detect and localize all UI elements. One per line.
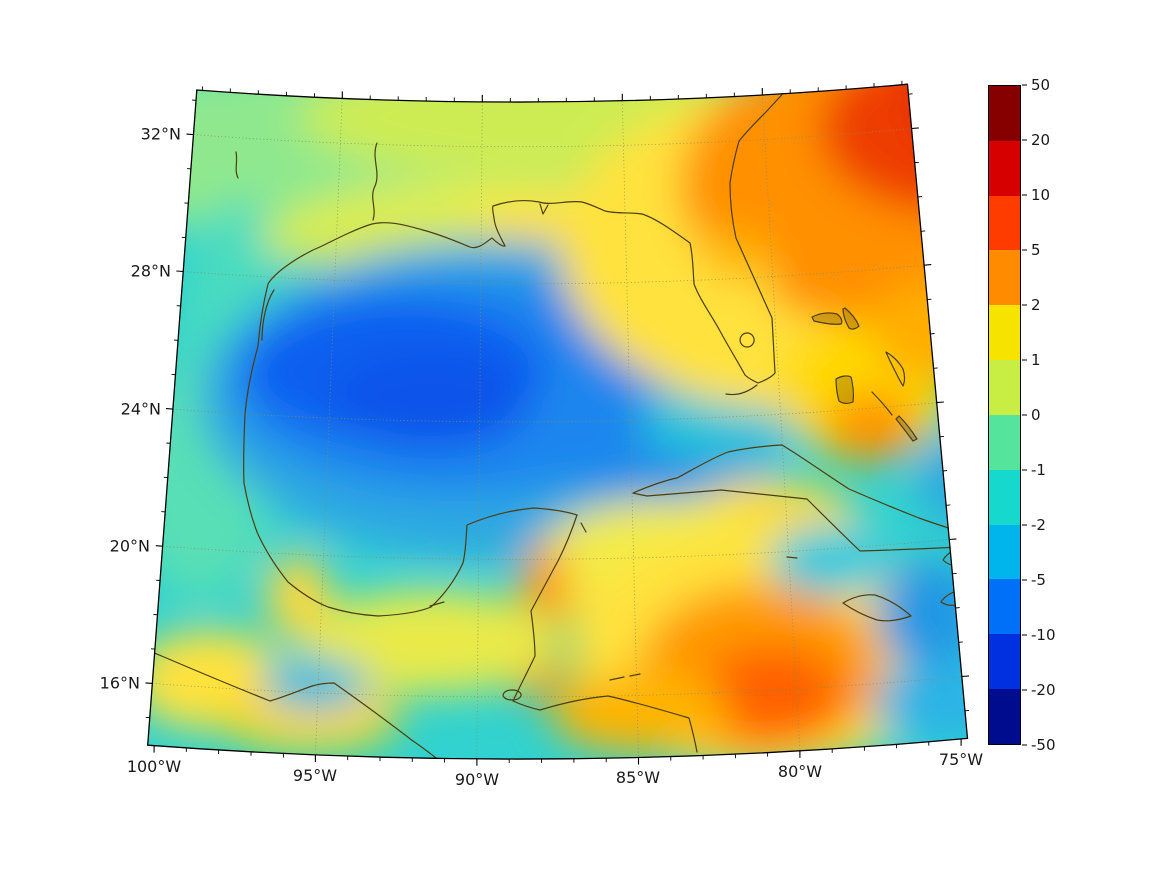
colorbar-band: [989, 86, 1020, 141]
colorbar-tick: [1022, 304, 1027, 306]
lon-label-100w: 100°W: [126, 757, 182, 776]
colorbar-band: [989, 469, 1020, 525]
colorbar-band: [989, 305, 1020, 361]
lon-label-80w: 80°W: [777, 762, 823, 781]
colorbar-band: [989, 689, 1020, 744]
major-ticks: [145, 88, 970, 766]
field-blobs: [147, 84, 968, 760]
coastline-jamaica: [842, 594, 912, 622]
lon-label-95w: 95°W: [292, 766, 338, 785]
colorbar-tick: [1022, 689, 1027, 691]
colorbar-tick: [1022, 84, 1027, 86]
colorbar-tick-label: -20: [1031, 681, 1056, 699]
colorbar-tick-label: 1: [1031, 351, 1041, 369]
colorbar-tick: [1022, 524, 1027, 526]
colorbar-tick-label: -1: [1031, 461, 1046, 479]
colorbar-tick-label: 5: [1031, 241, 1041, 259]
lat-label-28n: 28°N: [130, 261, 171, 281]
colorbar-tick-label: -10: [1031, 626, 1056, 644]
lon-label-85w: 85°W: [615, 768, 661, 787]
colorbar-tick-label: 50: [1031, 76, 1051, 94]
coastline-small-features: [235, 142, 798, 701]
lat-label-16n: 16°N: [99, 673, 140, 693]
colorbar-tick-label: 20: [1031, 131, 1051, 149]
colorbar-tick-label: 2: [1031, 296, 1041, 314]
colorbar-tick-label: 0: [1031, 406, 1041, 424]
colorbar-tick-label: -5: [1031, 571, 1046, 589]
colorbar-tick: [1022, 359, 1027, 361]
lon-label-75w: 75°W: [938, 750, 984, 769]
coastline-bahamas: [811, 307, 918, 442]
minor-ticks: [145, 80, 970, 763]
colorbar-tick: [1022, 194, 1027, 196]
colorbar-tick: [1022, 469, 1027, 471]
colorbar-band: [989, 414, 1020, 470]
lat-label-24n: 24°N: [120, 399, 161, 419]
colorbar-band: [989, 140, 1020, 196]
coastline-pacific: [147, 647, 441, 760]
colorbar-tick: [1022, 249, 1027, 251]
coastline-us-gulf: [257, 84, 793, 384]
colorbar-band: [989, 634, 1020, 690]
colorbar-tick: [1022, 139, 1027, 141]
colorbar-band: [989, 524, 1020, 580]
colorbar-tick-label: -50: [1031, 736, 1056, 754]
colorbar-band: [989, 579, 1020, 635]
lat-label-32n: 32°N: [140, 124, 181, 144]
colorbar: [988, 85, 1021, 745]
colorbar-tick: [1022, 579, 1027, 581]
coastline-mexico: [242, 345, 698, 753]
colorbar-band: [989, 250, 1020, 306]
colorbar-band: [989, 360, 1020, 415]
colorbar-tick: [1022, 744, 1027, 746]
colorbar-tick-label: 10: [1031, 186, 1051, 204]
lat-label-20n: 20°N: [109, 536, 150, 556]
colorbar-tick-label: -2: [1031, 516, 1046, 534]
lon-label-90w: 90°W: [454, 770, 500, 789]
colorbar-band: [989, 195, 1020, 251]
map-frame: [145, 80, 970, 766]
colorbar-tick: [1022, 414, 1027, 416]
colorbar-tick: [1022, 634, 1027, 636]
